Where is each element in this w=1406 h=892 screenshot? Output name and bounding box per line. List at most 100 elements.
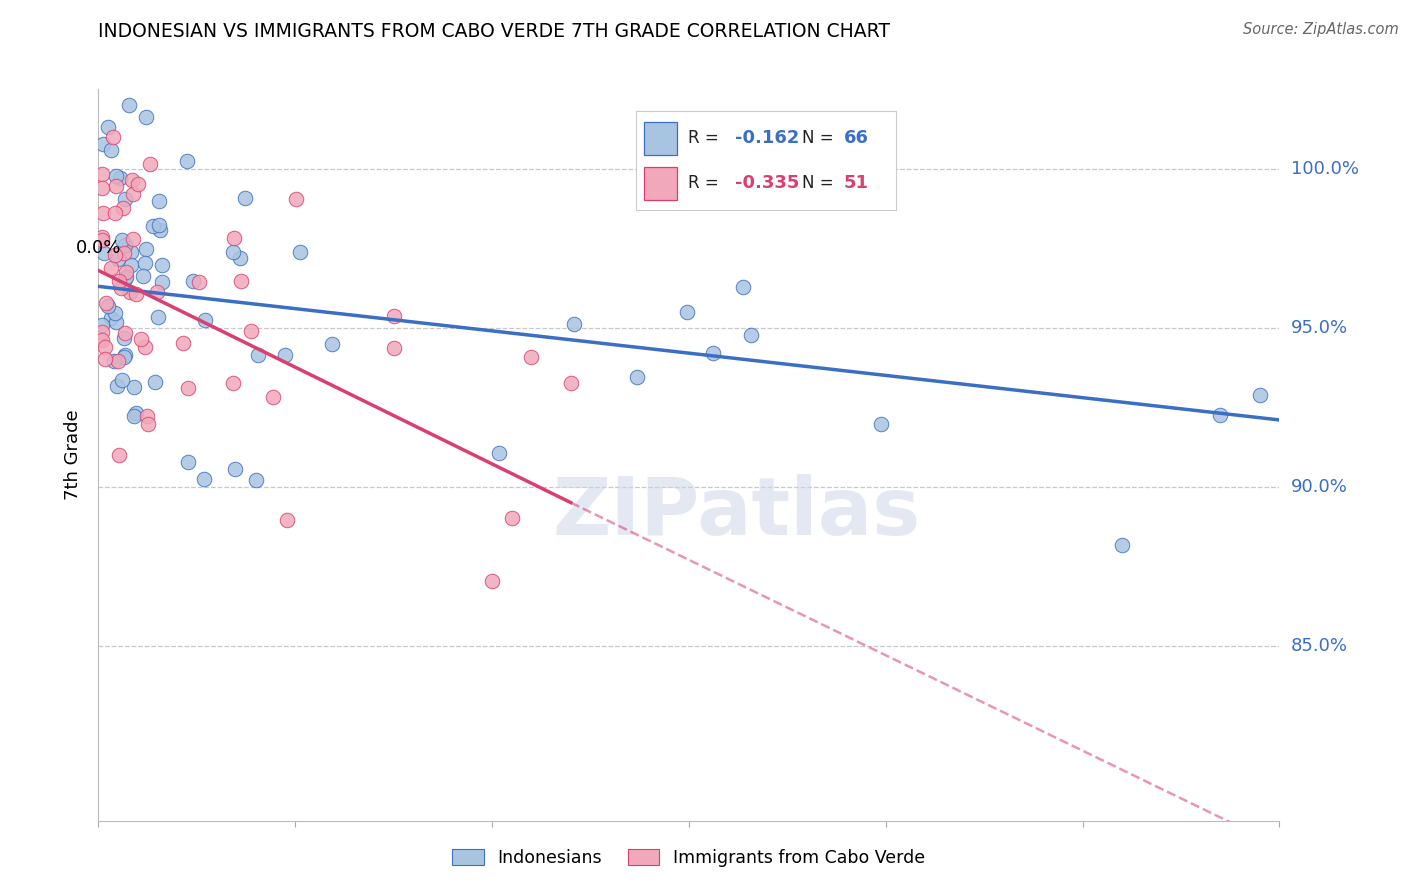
- Point: [626, 370, 648, 384]
- Point: [132, 269, 155, 284]
- Point: [104, 248, 127, 262]
- Point: [274, 348, 297, 362]
- Point: [120, 258, 142, 272]
- Point: [146, 285, 169, 300]
- Point: [120, 285, 142, 299]
- Point: [127, 178, 149, 192]
- Point: [112, 245, 135, 260]
- Point: [183, 274, 205, 288]
- FancyBboxPatch shape: [644, 122, 678, 154]
- Point: [112, 331, 135, 345]
- Point: [125, 406, 148, 420]
- Point: [91, 181, 114, 195]
- Point: [96, 299, 118, 313]
- Point: [224, 462, 246, 476]
- Point: [222, 376, 245, 391]
- Point: [187, 275, 209, 289]
- Point: [1209, 409, 1232, 423]
- Point: [148, 194, 170, 209]
- Point: [240, 324, 263, 338]
- Point: [104, 178, 127, 193]
- Point: [233, 191, 256, 205]
- Point: [247, 348, 270, 362]
- Point: [177, 455, 200, 469]
- Point: [114, 271, 136, 285]
- Point: [481, 574, 503, 589]
- Point: [520, 351, 543, 365]
- Point: [100, 143, 122, 157]
- Text: -0.335: -0.335: [734, 174, 799, 192]
- Point: [676, 305, 699, 319]
- Point: [111, 233, 134, 247]
- Point: [94, 296, 117, 310]
- Point: [115, 265, 138, 279]
- Point: [139, 157, 162, 171]
- Text: 100.0%: 100.0%: [1291, 160, 1358, 178]
- Point: [114, 269, 136, 284]
- Point: [136, 417, 159, 432]
- Point: [501, 511, 523, 525]
- Point: [120, 245, 142, 260]
- Point: [118, 98, 141, 112]
- Text: INDONESIAN VS IMMIGRANTS FROM CABO VERDE 7TH GRADE CORRELATION CHART: INDONESIAN VS IMMIGRANTS FROM CABO VERDE…: [98, 22, 890, 41]
- Point: [110, 281, 132, 295]
- Text: 0.0%: 0.0%: [76, 239, 121, 257]
- Point: [150, 258, 173, 272]
- Point: [125, 286, 148, 301]
- Point: [114, 348, 136, 362]
- Point: [121, 186, 143, 201]
- Text: R =: R =: [688, 129, 724, 147]
- Point: [93, 351, 115, 366]
- Point: [740, 327, 762, 342]
- Point: [290, 245, 312, 260]
- Point: [148, 310, 170, 325]
- Point: [702, 346, 724, 360]
- Point: [100, 261, 122, 276]
- Point: [104, 205, 127, 219]
- FancyBboxPatch shape: [644, 168, 678, 200]
- Point: [135, 110, 157, 124]
- Point: [122, 380, 145, 394]
- Point: [107, 274, 129, 288]
- Point: [91, 326, 114, 340]
- Text: 51: 51: [844, 174, 869, 192]
- Point: [222, 245, 245, 260]
- Y-axis label: 7th Grade: 7th Grade: [65, 409, 83, 500]
- Point: [91, 233, 114, 247]
- Point: [177, 381, 200, 395]
- Text: 90.0%: 90.0%: [1291, 478, 1347, 496]
- Point: [91, 230, 114, 244]
- Point: [131, 332, 153, 346]
- Point: [93, 246, 115, 260]
- Point: [142, 219, 165, 233]
- Point: [104, 306, 127, 320]
- Point: [321, 337, 343, 351]
- Point: [224, 231, 246, 245]
- Point: [560, 376, 582, 390]
- Point: [134, 256, 156, 270]
- Text: N =: N =: [801, 174, 839, 192]
- Point: [100, 310, 122, 325]
- Point: [172, 336, 194, 351]
- Text: R =: R =: [688, 174, 724, 192]
- Point: [488, 446, 510, 460]
- Point: [114, 237, 136, 252]
- Point: [229, 251, 252, 265]
- Point: [262, 391, 284, 405]
- Text: N =: N =: [801, 129, 839, 147]
- Point: [193, 472, 215, 486]
- Legend: Indonesians, Immigrants from Cabo Verde: Indonesians, Immigrants from Cabo Verde: [446, 842, 932, 874]
- Text: Source: ZipAtlas.com: Source: ZipAtlas.com: [1243, 22, 1399, 37]
- Point: [382, 341, 405, 355]
- Point: [245, 474, 267, 488]
- Point: [121, 173, 143, 187]
- Point: [143, 375, 166, 389]
- Point: [149, 223, 172, 237]
- Point: [94, 340, 117, 354]
- Point: [103, 354, 125, 368]
- Point: [91, 318, 114, 332]
- Point: [91, 136, 114, 151]
- Point: [103, 129, 125, 144]
- Point: [134, 243, 156, 257]
- Point: [107, 252, 129, 266]
